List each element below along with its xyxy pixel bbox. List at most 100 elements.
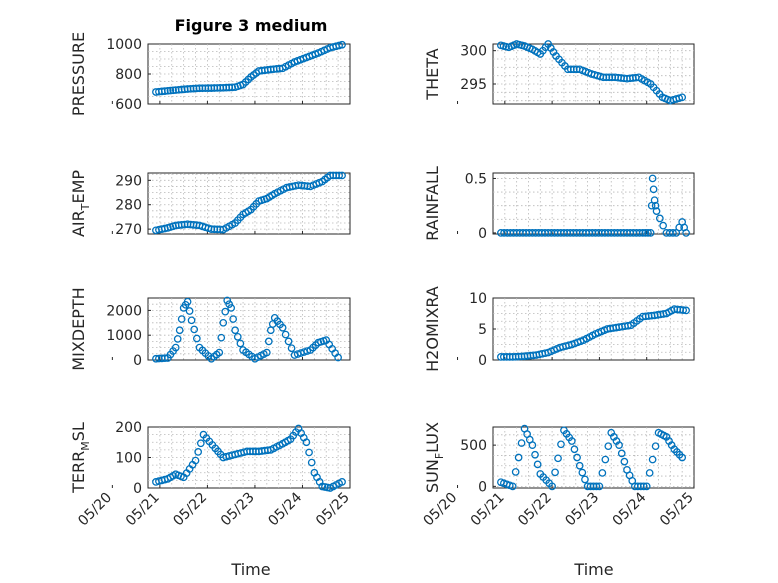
y-tick-label: 295	[460, 77, 487, 93]
data-point	[642, 482, 651, 491]
data-point	[219, 318, 228, 327]
data-point	[617, 449, 626, 458]
data-point	[659, 221, 667, 230]
y-axis-label-rest: SL	[69, 422, 88, 441]
data-point	[227, 304, 236, 312]
x-tick-label: 05/25	[657, 490, 697, 530]
y-tick-label: 280	[115, 198, 142, 214]
data-point	[187, 316, 196, 325]
data-point	[303, 347, 312, 355]
data-point	[652, 207, 661, 215]
subplot-3: 270 280 290 AIRTEMP	[69, 170, 351, 238]
data-point	[338, 40, 346, 49]
subplot-5: 0 1000 2000 MIXDEPTH	[69, 287, 351, 371]
y-axis-label-subscript: M	[79, 441, 92, 451]
data-point	[578, 468, 587, 477]
data-point	[305, 448, 313, 457]
x-tick-label: 05/24	[265, 489, 305, 529]
y-tick-label: 100	[115, 451, 142, 467]
data-point	[175, 326, 184, 335]
y-tick-label: 0	[478, 479, 487, 495]
y-tick-label: 1000	[106, 37, 142, 53]
data-point	[338, 478, 346, 486]
data-point	[682, 306, 690, 315]
data-point	[655, 214, 664, 223]
data-point	[645, 469, 654, 477]
data-point	[190, 325, 199, 334]
data-point	[183, 297, 192, 306]
data-point	[508, 482, 517, 491]
series-markers	[497, 174, 690, 237]
data-point	[651, 442, 660, 451]
series-markers	[152, 171, 346, 235]
y-axis-label-main: TERR	[69, 451, 88, 494]
data-point	[338, 171, 346, 180]
data-point	[592, 482, 601, 491]
y-tick-label: 2000	[106, 303, 142, 319]
data-point	[173, 335, 182, 343]
series-markers	[497, 424, 687, 491]
data-point	[264, 337, 273, 346]
data-point	[575, 461, 584, 470]
data-point	[650, 196, 659, 205]
data-point	[595, 482, 604, 491]
y-tick-label: 10	[469, 291, 487, 307]
data-point	[517, 439, 526, 447]
data-point	[598, 469, 607, 477]
data-point	[233, 333, 242, 341]
data-point	[557, 440, 565, 449]
data-point	[651, 201, 660, 210]
data-point	[231, 326, 239, 335]
y-tick-label: 300	[460, 44, 487, 60]
y-axis-label-rest: EMP	[69, 170, 88, 204]
data-point	[160, 87, 169, 95]
data-point	[601, 455, 610, 464]
data-point	[679, 306, 688, 314]
x-tick-label: 05/23	[218, 490, 258, 530]
data-point	[185, 307, 194, 315]
y-axis-label-rest: LUX	[423, 422, 442, 453]
data-point	[528, 441, 537, 449]
data-point	[551, 468, 559, 477]
y-tick-label: 600	[115, 97, 142, 113]
data-point	[284, 337, 293, 346]
x-axis-label-left: Time	[230, 560, 270, 579]
data-point	[567, 437, 576, 445]
x-tick-label: 05/25	[313, 490, 353, 530]
data-point	[160, 354, 169, 363]
y-axis-label-main: AIR	[69, 210, 88, 237]
data-point	[177, 315, 186, 323]
data-point	[548, 482, 556, 491]
subplot-2: 295 300 THETA	[423, 40, 695, 105]
data-point	[194, 448, 203, 456]
data-point	[335, 41, 343, 50]
series-markers	[152, 40, 346, 96]
data-point	[646, 229, 655, 237]
axes-box	[492, 43, 695, 105]
y-tick-label: 0	[478, 226, 487, 242]
data-point	[262, 348, 271, 357]
figure-title: Figure 3 medium	[175, 16, 328, 35]
data-point	[217, 333, 226, 342]
y-tick-label: 1000	[106, 328, 142, 344]
data-point	[682, 229, 690, 237]
data-point	[163, 86, 172, 95]
y-tick-label: 500	[460, 438, 487, 454]
data-point	[334, 353, 342, 362]
series-markers	[152, 296, 342, 363]
subplot-4: 0 0.5 RAINFALL	[423, 166, 695, 242]
data-point	[514, 453, 523, 462]
data-point	[641, 229, 650, 237]
data-point	[669, 229, 677, 237]
y-tick-label: 800	[115, 67, 142, 83]
y-tick-label: 0.5	[465, 171, 487, 187]
data-point	[554, 454, 562, 463]
data-point	[215, 348, 224, 357]
x-tick-label: 05/24	[610, 489, 650, 529]
data-point	[638, 229, 647, 237]
data-point	[604, 442, 613, 451]
x-axis-label-right: Time	[573, 560, 613, 579]
data-point	[236, 339, 245, 348]
subplot-1: 600 800 1000 PRESSURE	[69, 32, 351, 116]
x-tick-label: 05/20	[421, 490, 461, 530]
